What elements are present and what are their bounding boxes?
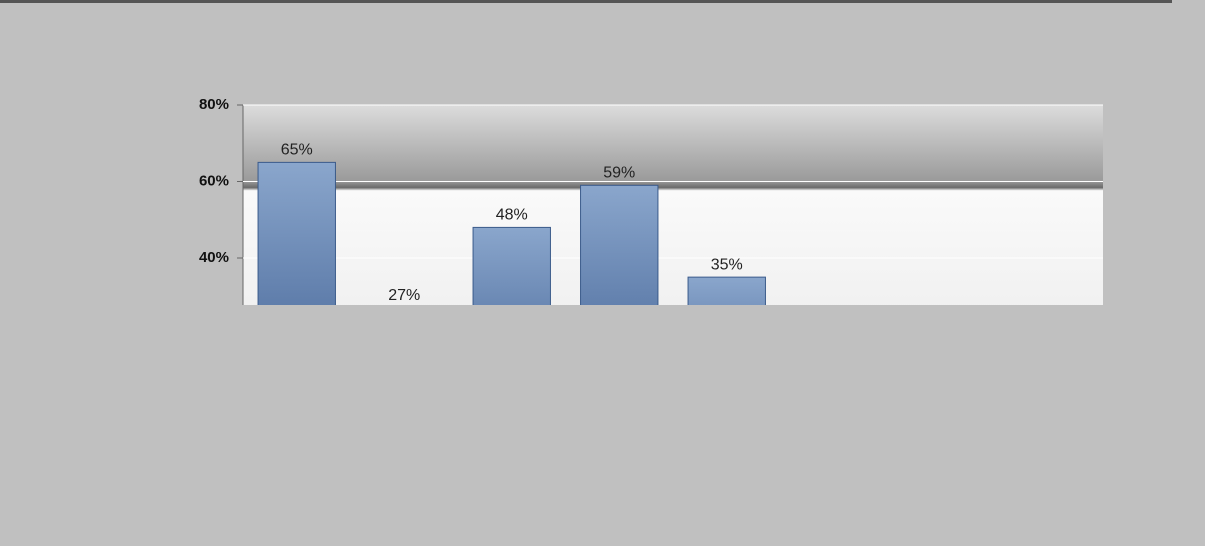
distorted-region [0, 305, 1205, 541]
data-label: 65% [281, 142, 313, 159]
top-bar [0, 0, 1172, 3]
data-label: 27% [388, 287, 420, 304]
y-tick-label: 80% [199, 96, 229, 113]
data-label: 35% [711, 256, 743, 273]
data-label: 48% [496, 207, 528, 224]
y-tick-label: 60% [199, 172, 229, 189]
y-tick-label: 40% [199, 249, 229, 266]
data-label: 59% [603, 165, 635, 182]
